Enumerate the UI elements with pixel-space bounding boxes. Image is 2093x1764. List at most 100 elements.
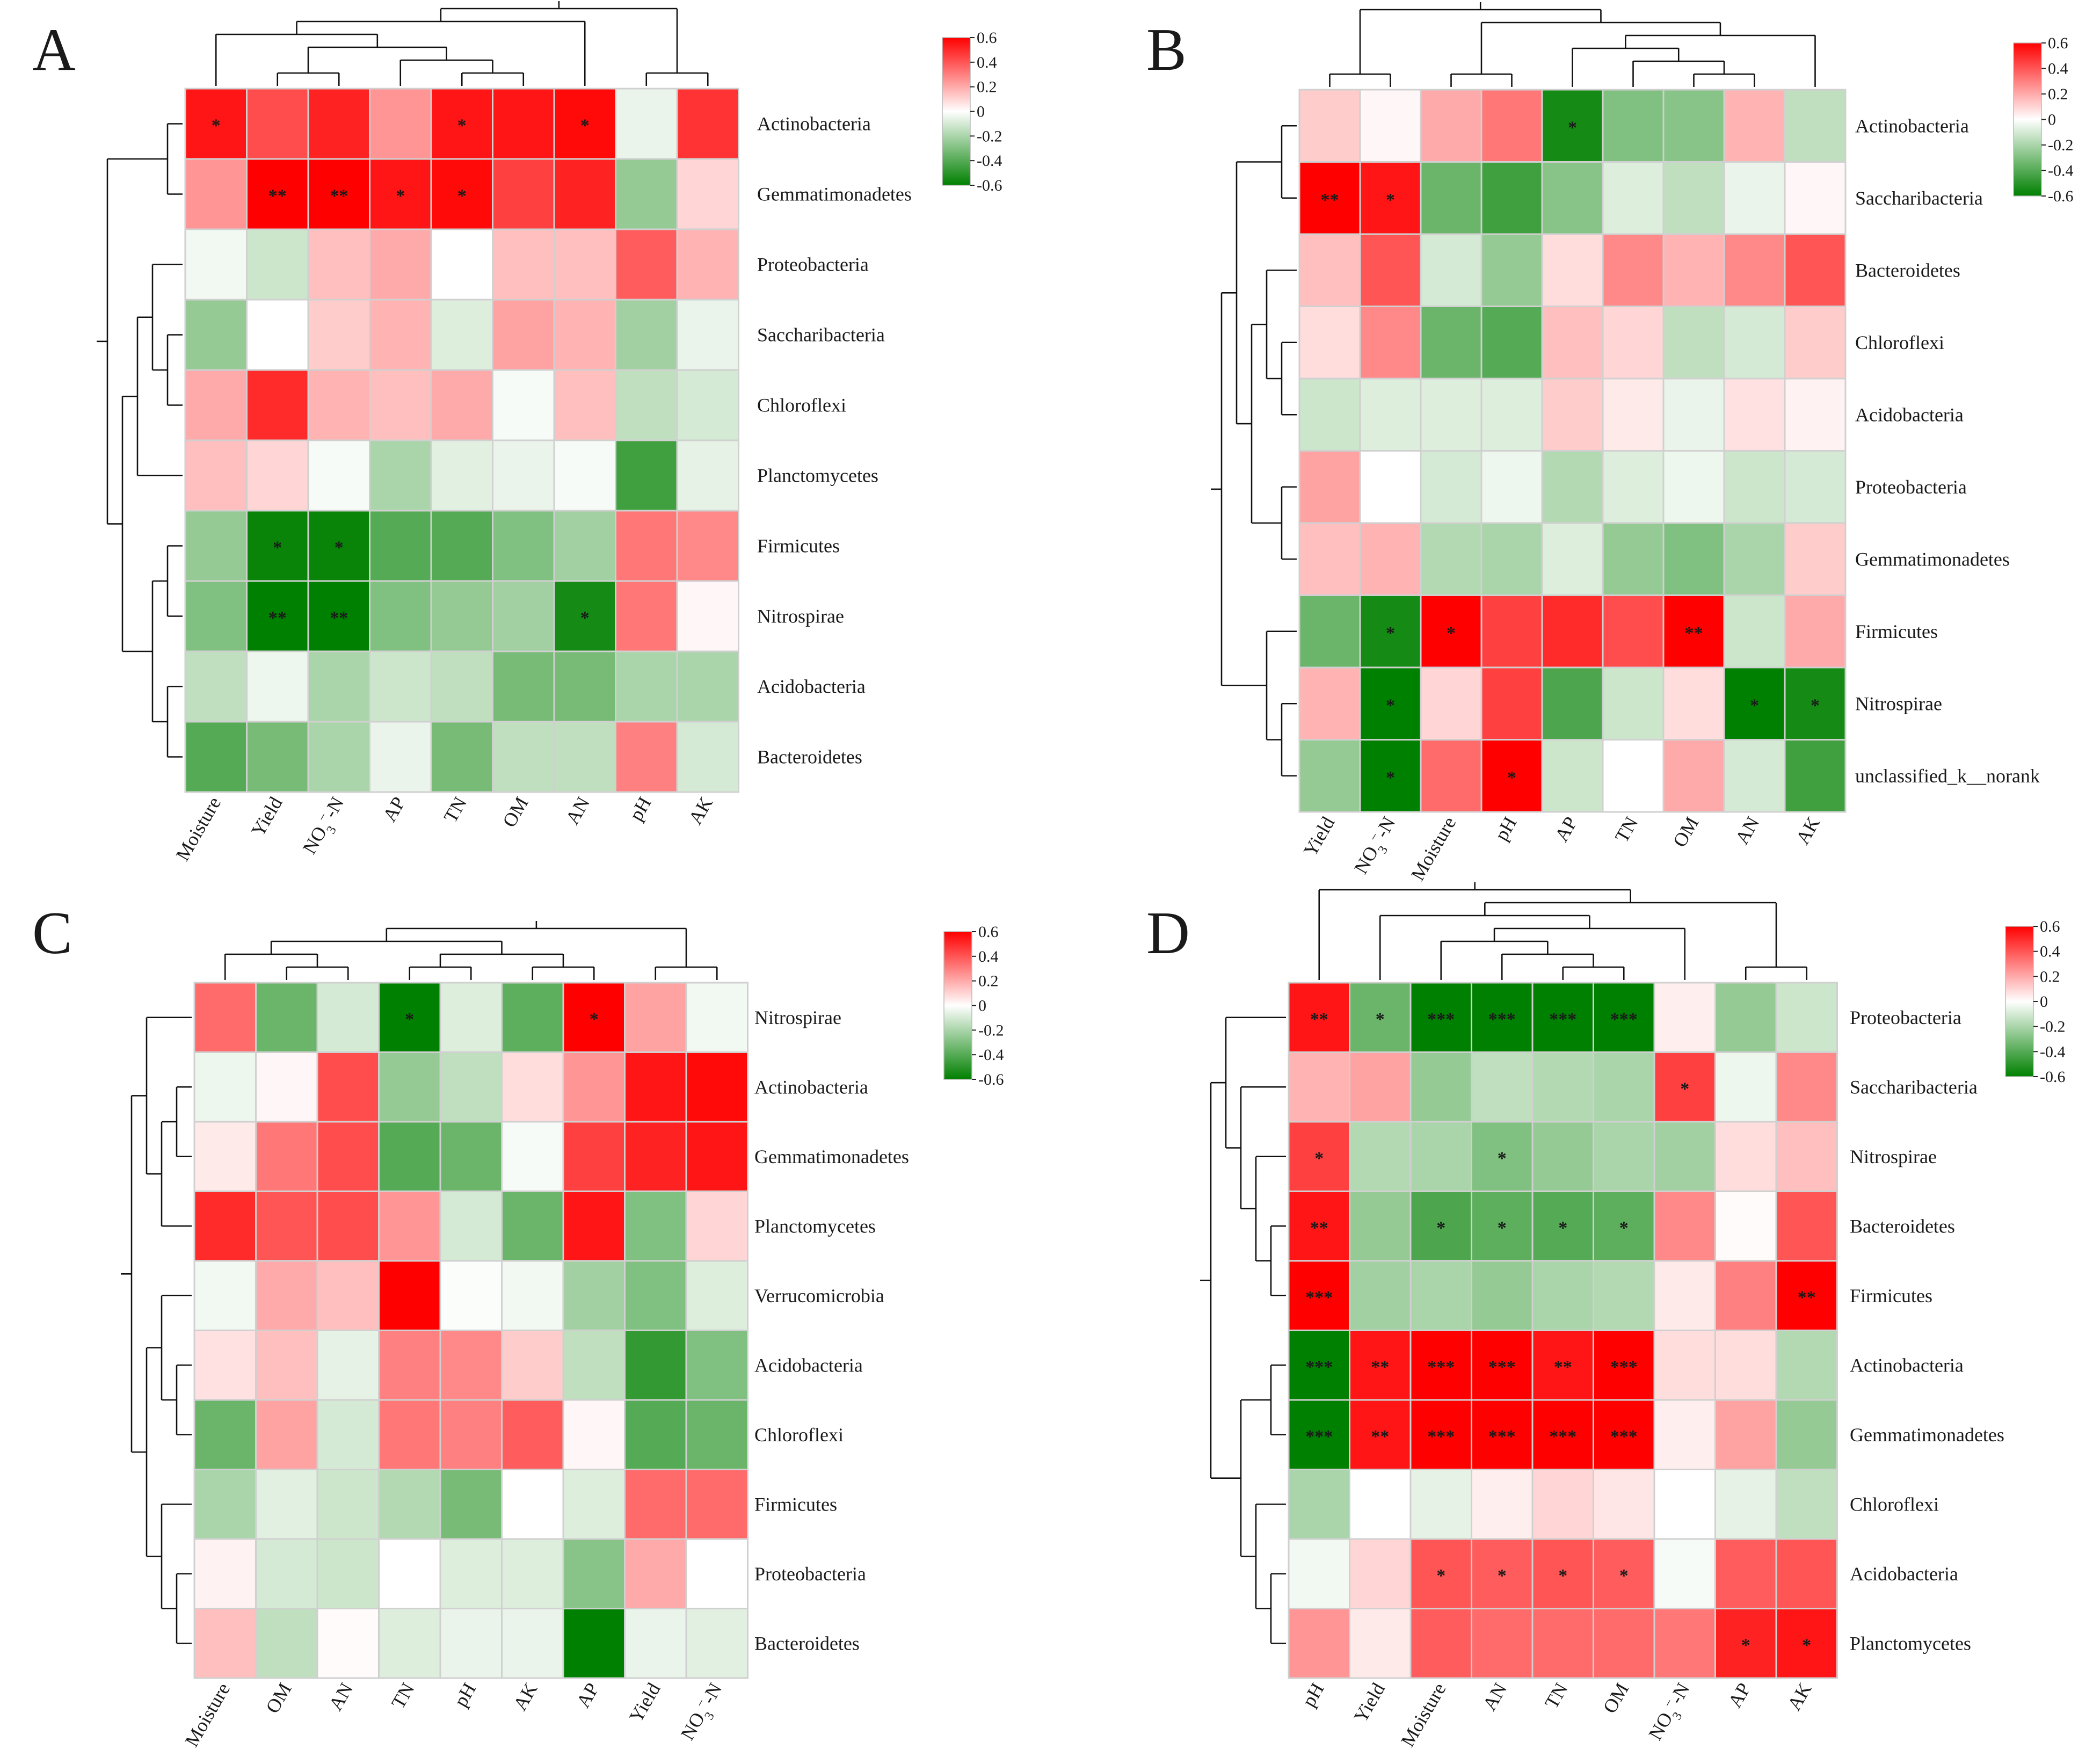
- significance-mark: **: [1310, 1010, 1328, 1029]
- heatmap-cell-bacteroidetes-ph: [615, 721, 678, 793]
- heatmap-cell-bacteroidetes-om: [492, 721, 555, 793]
- heatmap-cell-proteobacteria-ak: [1775, 982, 1838, 1053]
- heatmap-cell-chloroflexi-moisture: [1409, 1469, 1472, 1540]
- heatmap-cell-chloroflexi-ak: [1784, 306, 1847, 380]
- heatmap-cell-planctomycetes-yield: [246, 439, 309, 512]
- heatmap-cell-nitrospirae-tn: [430, 580, 493, 652]
- heatmap-cell-unclassified-k-norank-tn: [1602, 739, 1665, 813]
- color-legend-tick: -0.6: [2048, 187, 2074, 205]
- color-legend-tick: -0.2: [2048, 136, 2074, 154]
- row-label-chloroflexi: Chloroflexi: [754, 1424, 844, 1446]
- heatmap-cell-saccharibacteria-ak: [1784, 161, 1847, 235]
- heatmap-cell-chloroflexi-moisture: [193, 1399, 257, 1470]
- row-label-planctomycetes: Planctomycetes: [757, 465, 878, 487]
- significance-mark: *: [1376, 1010, 1385, 1029]
- heatmap-cell-saccharibacteria-om: [1593, 1051, 1655, 1123]
- heatmap-cell-bacteroidetes-ap: [1541, 233, 1604, 307]
- heatmap-cell-gemmatimonadetes-ap: [562, 1121, 626, 1192]
- heatmap-cell-proteobacteria-an: [553, 228, 616, 301]
- color-legend: 0.6 0.4 0.2 0 -0.2 -0.4 -0.6: [2005, 918, 2066, 1086]
- significance-mark: *: [335, 538, 344, 558]
- color-legend-tick: -0.6: [977, 177, 1002, 194]
- heatmap-cell-acidobacteria-ph: [439, 1330, 503, 1401]
- heatmap-cell-saccharibacteria-moisture: [1409, 1051, 1472, 1123]
- significance-mark: **: [1371, 1357, 1389, 1377]
- heatmap-cell-chloroflexi-om: [1593, 1469, 1655, 1540]
- heatmap-cell-nitrospirae-no3-n: [1653, 1121, 1716, 1192]
- heatmap-cell-actinobacteria-ap: [1714, 1330, 1777, 1401]
- heatmap-cell-planctomycetes-ap: [562, 1190, 626, 1262]
- row-label-firmicutes: Firmicutes: [757, 535, 840, 557]
- heatmap-cell-unclassified-k-norank-ap: [1541, 739, 1604, 813]
- row-dendrogram: [121, 1017, 192, 1644]
- heatmap-cell-gemmatimonadetes-ak: [501, 1121, 564, 1192]
- heatmap-cell-nitrospirae-moisture: [1420, 666, 1482, 741]
- color-legend-tick: 0.6: [978, 923, 999, 941]
- heatmap-cell-chloroflexi-yield: [1349, 1469, 1412, 1540]
- heatmap-cell-gemmatimonadetes-an: [1471, 1399, 1534, 1470]
- panel-d: D** * *** *** *** ***** *** * * * **** ***** ** *** **…: [1146, 882, 2066, 1751]
- heatmap-cell-chloroflexi-yield: [1298, 306, 1361, 380]
- heatmap-cell-firmicutes-ph: [615, 510, 678, 582]
- significance-mark: *: [1386, 768, 1395, 788]
- color-legend-tick: 0: [2040, 993, 2048, 1011]
- heatmap-cell-gemmatimonadetes-ap: [1541, 522, 1604, 596]
- heatmap-cell-gemmatimonadetes-ap: [369, 158, 432, 230]
- heatmap-cell-planctomycetes-ph: [439, 1190, 503, 1262]
- significance-mark: *: [457, 116, 467, 136]
- heatmap-cell-chloroflexi-om: [1662, 306, 1725, 380]
- row-label-actinobacteria: Actinobacteria: [754, 1076, 868, 1098]
- heatmap-cell-chloroflexi-no3-n: [1653, 1469, 1716, 1540]
- significance-mark: *: [1802, 1635, 1811, 1655]
- row-label-firmicutes: Firmicutes: [1855, 621, 1938, 642]
- heatmap-cell-bacteroidetes-ak: [1775, 1190, 1838, 1262]
- heatmap-cell-planctomycetes-ap: [369, 439, 432, 512]
- row-label-actinobacteria: Actinobacteria: [1850, 1354, 1964, 1376]
- significance-mark: *: [1498, 1149, 1507, 1168]
- heatmap-cell-chloroflexi-om: [492, 369, 555, 441]
- heatmap-cell-gemmatimonadetes-tn: [1602, 522, 1665, 596]
- heatmap-cell-actinobacteria-no3-n: [1653, 1330, 1716, 1401]
- heatmap-cell-chloroflexi-tn: [1602, 306, 1665, 380]
- heatmap-cell-chloroflexi-moisture: [184, 369, 248, 441]
- heatmap-cell-gemmatimonadetes-tn: [378, 1121, 441, 1192]
- color-legend-tick: -0.2: [2040, 1018, 2066, 1036]
- heatmap-cell-proteobacteria-yield: [624, 1538, 687, 1609]
- heatmap-cell-actinobacteria-an: [1723, 89, 1786, 163]
- row-label-bacteroidetes: Bacteroidetes: [757, 746, 862, 768]
- heatmap-cell-saccharibacteria-ak: [1775, 1051, 1838, 1123]
- heatmap-cell-acidobacteria-tn: [1531, 1538, 1594, 1609]
- heatmap-cell-bacteroidetes-tn: [430, 721, 493, 793]
- row-label-acidobacteria: Acidobacteria: [754, 1354, 863, 1376]
- heatmap-cell-gemmatimonadetes-om: [492, 158, 555, 230]
- heatmap-cell-nitrospirae-ph: [615, 580, 678, 652]
- significance-mark: ***: [1305, 1427, 1333, 1447]
- heatmap-cell-nitrospirae-om: [1662, 666, 1725, 741]
- heatmap-cell-actinobacteria-om: [492, 88, 555, 160]
- heatmap-cell-nitrospirae-tn: [378, 982, 441, 1053]
- heatmap-cell-firmicutes-no3-n: [1359, 594, 1422, 669]
- heatmap-cell-acidobacteria-no3-n: [1359, 378, 1422, 452]
- heatmap-cell-chloroflexi-ph: [1288, 1469, 1350, 1540]
- heatmap-cell-chloroflexi-ap: [369, 369, 432, 441]
- heatmap-cell-actinobacteria-om: [1593, 1330, 1655, 1401]
- heatmap-cell-planctomycetes-no3-n: [307, 439, 370, 512]
- heatmap-cell-acidobacteria-ap: [562, 1330, 626, 1401]
- heatmap-cell-nitrospirae-yield: [624, 982, 687, 1053]
- significance-mark: *: [1750, 695, 1759, 715]
- heatmap-cell-bacteroidetes-ap: [369, 721, 432, 793]
- heatmap-cell-nitrospirae-ap: [1541, 666, 1604, 741]
- heatmap-cell-saccharibacteria-yield: [246, 299, 309, 371]
- heatmap-cell-acidobacteria-moisture: [1420, 378, 1482, 452]
- significance-mark: ***: [1305, 1288, 1333, 1308]
- row-label-proteobacteria: Proteobacteria: [1855, 476, 1967, 498]
- color-legend-tick: 0.4: [2040, 943, 2060, 961]
- heatmap-cell-nitrospirae-an: [1471, 1121, 1534, 1192]
- heatmap-cell-planctomycetes-no3-n: [1653, 1608, 1716, 1679]
- row-label-gemmatimonadetes: Gemmatimonadetes: [1850, 1424, 2004, 1446]
- heatmap-cell-planctomycetes-om: [492, 439, 555, 512]
- heatmap-cell-acidobacteria-yield: [1349, 1538, 1412, 1609]
- heatmap-cell-firmicutes-yield: [1298, 594, 1361, 669]
- heatmap-cell-nitrospirae-no3-n: [1359, 666, 1422, 741]
- heatmap-cell-planctomycetes-om: [1593, 1608, 1655, 1679]
